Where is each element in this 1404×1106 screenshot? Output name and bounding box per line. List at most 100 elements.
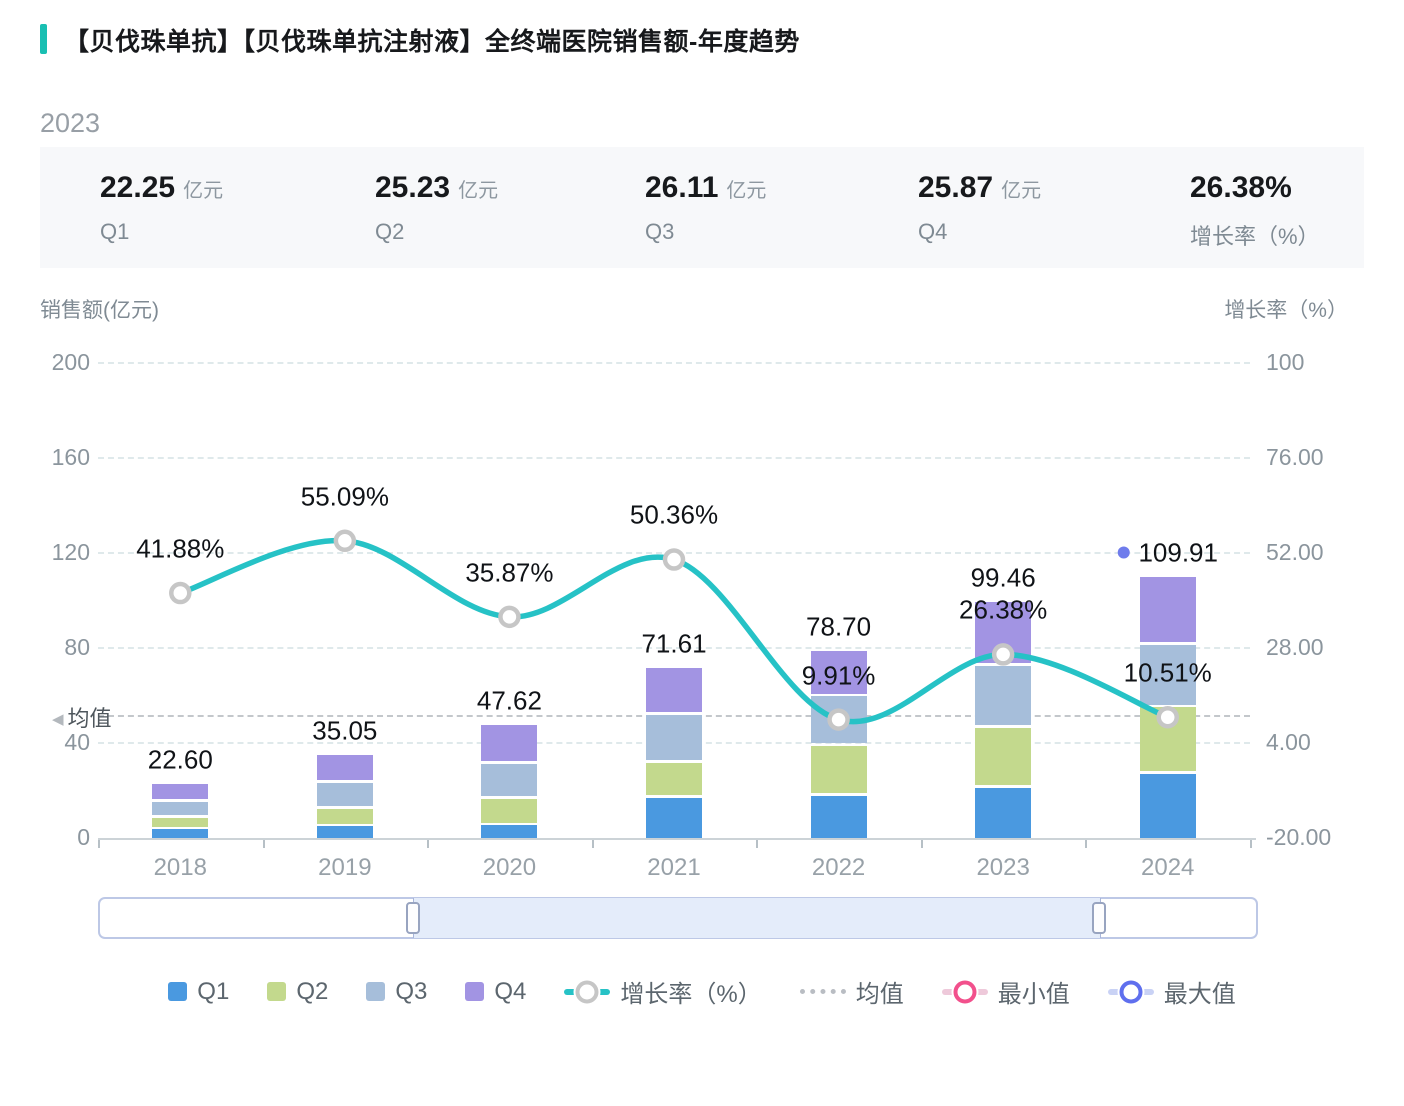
right-axis-tick-label: 4.00 (1266, 729, 1311, 755)
bar-segment-q2-2021[interactable] (646, 762, 702, 796)
data-zoom-selection[interactable] (413, 898, 1101, 938)
x-axis-tick (756, 840, 759, 848)
right-axis-tick-label: -20.00 (1266, 824, 1332, 850)
growth-label-2024: 10.51% (1123, 657, 1212, 688)
x-axis-tick (98, 840, 100, 848)
bar-segment-q1-2018[interactable] (152, 829, 209, 838)
legend-square-icon (267, 982, 287, 1001)
legend-item-growth-rate[interactable]: 增长率（%） (564, 974, 762, 1009)
growth-point-2022[interactable] (827, 708, 850, 731)
bar-segment-q2-2019[interactable] (316, 808, 373, 824)
mean-line-label: ◀ 均值 (52, 705, 112, 731)
x-axis-label: 2020 (482, 854, 537, 881)
x-axis-tick (262, 840, 265, 848)
bar-segment-q2-2020[interactable] (481, 798, 538, 823)
legend-item-q3[interactable]: Q3 (366, 978, 427, 1006)
bar-segment-q4-2024[interactable] (1139, 576, 1196, 643)
legend-item-max[interactable]: 最大值 (1107, 974, 1236, 1009)
x-axis-tick (591, 840, 594, 848)
bar-total-label-2019: 35.05 (312, 715, 378, 746)
left-axis-tick-label: 40 (64, 729, 90, 755)
growth-label-2020: 35.87% (465, 557, 554, 588)
x-axis-tick (920, 840, 923, 848)
bar-total-label-2022: 78.70 (806, 611, 872, 642)
data-zoom-slider-track[interactable] (98, 897, 1258, 939)
bar-segment-q4-2019[interactable] (316, 754, 373, 781)
legend-item-q1[interactable]: Q1 (168, 978, 229, 1006)
legend-ring-icon (1119, 980, 1143, 1003)
summary-q4-unit: 亿元 (1001, 180, 1042, 202)
bar-segment-q1-2022[interactable] (810, 795, 867, 838)
growth-label-2018: 41.88% (136, 533, 225, 564)
bar-segment-q1-2019[interactable] (316, 826, 373, 838)
x-axis-label: 2023 (976, 854, 1030, 881)
growth-label-2019: 55.09% (300, 481, 389, 512)
summary-q3-unit: 亿元 (726, 180, 767, 202)
mean-arrow-icon: ◀ (52, 710, 64, 728)
legend-item-label: Q4 (494, 977, 527, 1005)
bar-segment-q2-2022[interactable] (810, 745, 867, 794)
bar-segment-q3-2023[interactable] (975, 665, 1032, 726)
bar-segment-q3-2020[interactable] (481, 763, 538, 797)
grid-line (98, 647, 1250, 649)
max-value-dot-icon (1117, 546, 1130, 559)
summary-q1-value: 22.25 (100, 171, 176, 204)
bar-segment-q4-2018[interactable] (152, 784, 209, 800)
bar-segment-q4-2020[interactable] (481, 724, 538, 762)
bar-segment-q2-2023[interactable] (975, 727, 1032, 786)
growth-label-2023: 26.38% (959, 594, 1048, 625)
x-axis-label: 2018 (153, 854, 207, 881)
growth-point-2023[interactable] (991, 643, 1015, 666)
legend-item-mean[interactable]: 均值 (799, 974, 904, 1009)
summary-panel: 22.25 亿元 Q1 25.23 亿元 Q2 26.11 亿元 Q3 25.87 亿元… (40, 147, 1364, 268)
growth-point-2019[interactable] (333, 529, 357, 553)
growth-point-2024[interactable] (1156, 705, 1179, 729)
right-axis-tick-label: 76.00 (1266, 444, 1324, 470)
legend-item-q2[interactable]: Q2 (267, 978, 328, 1006)
summary-q3-label: Q3 (645, 219, 675, 244)
legend-square-icon (366, 982, 386, 1001)
x-axis-label: 2022 (811, 854, 866, 881)
x-axis-line (98, 838, 1256, 840)
right-axis-tick-label: 52.00 (1266, 539, 1324, 565)
summary-q3: 26.11 亿元 Q3 (645, 171, 766, 245)
title-accent-bar (40, 24, 47, 54)
right-axis-title: 增长率（%） (1224, 299, 1348, 322)
growth-point-2020[interactable] (498, 605, 521, 629)
summary-q1-unit: 亿元 (183, 180, 224, 202)
summary-q1-label: Q1 (100, 219, 130, 244)
bar-segment-q3-2018[interactable] (152, 801, 209, 816)
legend-item-min[interactable]: 最小值 (941, 974, 1070, 1009)
bar-segment-q3-2021[interactable] (646, 714, 702, 761)
bar-segment-q2-2018[interactable] (152, 817, 209, 827)
data-zoom-handle-left[interactable] (406, 902, 421, 934)
legend-item-label: Q3 (395, 977, 428, 1005)
bar-segment-q4-2022[interactable] (810, 651, 867, 694)
bar-segment-q3-2019[interactable] (316, 782, 373, 807)
bar-segment-q1-2024[interactable] (1139, 774, 1196, 838)
summary-q2-value: 25.23 (375, 171, 451, 204)
bar-total-label-2024: 109.91 (1117, 537, 1218, 568)
summary-q4: 25.87 亿元 Q4 (918, 171, 1041, 245)
summary-q4-label: Q4 (918, 219, 948, 244)
data-zoom-handle-right[interactable] (1091, 902, 1106, 934)
growth-point-2021[interactable] (662, 548, 686, 571)
bar-segment-q1-2023[interactable] (975, 787, 1032, 838)
bar-segment-q1-2020[interactable] (481, 825, 538, 838)
grid-line (98, 362, 1250, 364)
summary-growth-label: 增长率（%） (1190, 224, 1320, 249)
right-axis-tick-label: 100 (1266, 349, 1305, 375)
chart-legend: Q1 Q2 Q3 Q4 增长率（%） 均值 最小值 最大值 (0, 974, 1404, 1009)
x-axis-tick (1250, 840, 1252, 848)
growth-point-2018[interactable] (169, 581, 192, 605)
x-axis-label: 2019 (318, 854, 372, 881)
bar-segment-q1-2021[interactable] (646, 797, 702, 838)
legend-item-label: 最大值 (1163, 981, 1236, 1008)
x-axis-tick (427, 840, 430, 848)
summary-growth: 26.38% 增长率（%） (1190, 171, 1320, 251)
legend-item-q4[interactable]: Q4 (465, 978, 526, 1006)
summary-q3-value: 26.11 (645, 171, 719, 204)
bar-segment-q4-2021[interactable] (646, 667, 702, 713)
bar-segment-q3-2024[interactable] (1139, 644, 1196, 705)
summary-q2-unit: 亿元 (458, 180, 499, 202)
